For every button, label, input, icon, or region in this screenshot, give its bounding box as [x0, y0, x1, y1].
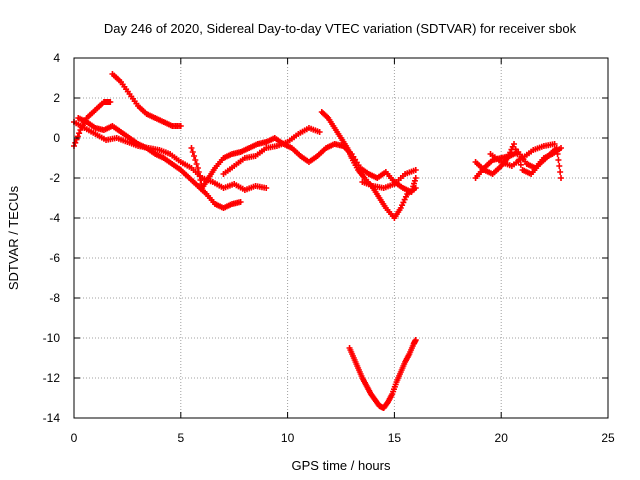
data-point	[551, 141, 558, 147]
data-point	[555, 157, 562, 163]
series-trace-12	[487, 141, 558, 169]
data-series	[71, 71, 565, 411]
data-point	[412, 167, 419, 173]
data-point	[514, 151, 521, 158]
data-point	[553, 145, 560, 151]
series-trace-4	[75, 115, 244, 211]
y-axis-label: SDTVAR / TECUs	[6, 185, 21, 290]
series-trace-6	[220, 125, 323, 177]
data-point	[412, 337, 419, 343]
grid	[74, 58, 608, 418]
data-point	[197, 177, 204, 183]
series-trace-7	[318, 109, 419, 221]
y-tick-label: -6	[49, 251, 60, 265]
series-trace-3	[109, 71, 184, 129]
data-point	[556, 163, 563, 169]
data-point	[107, 99, 114, 105]
data-point	[195, 169, 202, 175]
y-tick-label: -12	[43, 371, 61, 385]
data-point	[192, 157, 199, 163]
data-point	[512, 146, 519, 153]
data-point	[194, 165, 201, 171]
y-tick-label: -10	[43, 331, 61, 345]
series-trace-8	[359, 167, 419, 191]
x-axis: 0 5 10 15 20 25	[71, 58, 615, 445]
data-point	[557, 169, 564, 175]
x-axis-label: GPS time / hours	[292, 458, 391, 473]
x-tick-label: 5	[177, 431, 184, 445]
data-point	[412, 175, 419, 181]
x-tick-label: 20	[495, 431, 509, 445]
data-point	[554, 151, 561, 157]
y-tick-label: -14	[43, 411, 61, 425]
data-point	[193, 161, 200, 167]
series-trace-9	[346, 337, 419, 411]
y-tick-label: 2	[53, 91, 60, 105]
plot-frame	[73, 57, 609, 419]
data-point	[177, 123, 184, 129]
data-point	[72, 139, 79, 146]
data-point	[188, 145, 195, 151]
data-point	[412, 185, 419, 191]
x-tick-label: 0	[71, 431, 78, 445]
data-point	[237, 199, 244, 205]
x-tick-label: 10	[281, 431, 295, 445]
y-tick-label: -8	[49, 291, 60, 305]
data-point	[558, 175, 565, 181]
data-point	[517, 161, 524, 168]
data-point	[316, 129, 323, 135]
data-point	[263, 185, 270, 191]
x-tick-label: 25	[601, 431, 615, 445]
y-tick-label: 4	[53, 51, 60, 65]
data-point	[196, 173, 203, 179]
x-tick-label: 15	[388, 431, 402, 445]
y-tick-label: -2	[49, 171, 60, 185]
y-axis: 4 2 0 -2 -4 -6 -8 -10 -12 -14	[43, 51, 608, 425]
y-tick-label: -4	[49, 211, 60, 225]
data-point	[189, 149, 196, 155]
data-point	[511, 141, 518, 147]
data-point	[191, 153, 198, 159]
chart-title: Day 246 of 2020, Sidereal Day-to-day VTE…	[104, 21, 577, 36]
y-tick-label: 0	[53, 131, 60, 145]
data-point	[76, 130, 83, 137]
